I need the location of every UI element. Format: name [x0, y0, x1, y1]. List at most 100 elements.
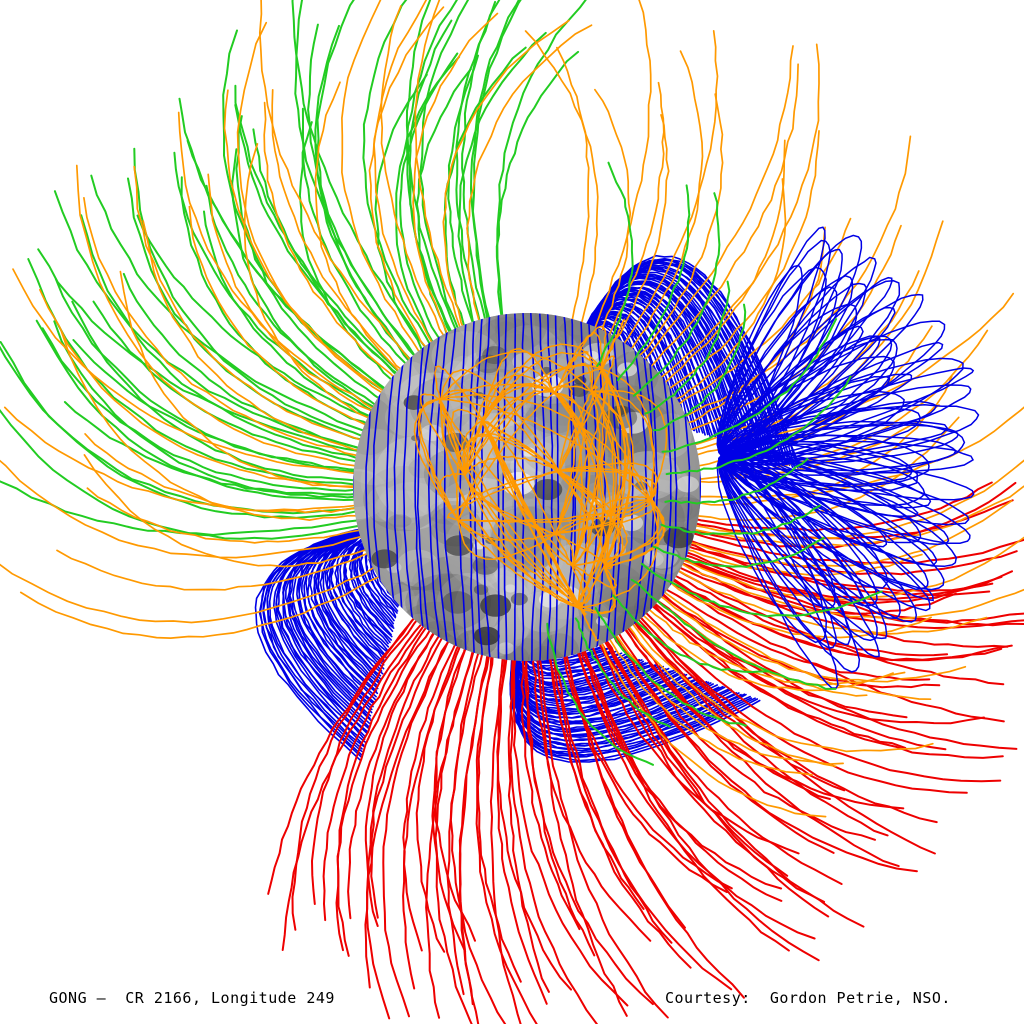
field-line-loop: [558, 470, 624, 568]
field-line-open: [92, 300, 392, 469]
field-line-open: [524, 30, 599, 355]
field-line-open: [471, 0, 522, 354]
field-line-open: [586, 611, 789, 877]
field-line-open: [613, 595, 846, 792]
field-line-open: [590, 610, 865, 928]
field-line-closed-loop: [716, 452, 828, 644]
field-line-open: [661, 318, 838, 453]
field-line-open: [657, 528, 1018, 576]
field-line-open: [638, 139, 786, 405]
field-line-closed-loop: [720, 433, 930, 488]
field-line-loop: [572, 563, 618, 589]
field-line-open: [599, 114, 670, 370]
field-line-open: [301, 107, 431, 390]
field-line-open: [53, 190, 393, 459]
field-line-open: [399, 52, 459, 371]
field-line-open: [236, 21, 412, 413]
field-line-open: [433, 615, 478, 942]
field-line-open: [585, 611, 827, 818]
field-line-open: [207, 173, 404, 428]
field-line-loop: [554, 392, 612, 610]
field-line-radial: [443, 313, 460, 661]
field-line-open: [507, 625, 550, 993]
field-line-closed-loop: [720, 276, 893, 457]
field-line-open: [630, 578, 837, 690]
field-line-open: [449, 620, 507, 1024]
field-line-radial: [594, 313, 607, 661]
field-line-open: [606, 598, 837, 768]
field-line-open: [644, 280, 731, 415]
field-line-open: [402, 613, 470, 952]
field-line-open: [636, 570, 932, 701]
field-line-open: [626, 63, 799, 393]
field-line-closed-loop: [716, 266, 827, 457]
field-line-loop: [464, 473, 556, 535]
field-line-open: [362, 0, 449, 374]
field-line-closed-loop: [720, 357, 964, 461]
field-line-loop: [482, 420, 606, 568]
field-line-open: [659, 523, 1024, 565]
field-line-open: [380, 5, 461, 367]
green-open-right: [546, 161, 883, 766]
field-line-open: [594, 607, 747, 727]
field-line-radial: [416, 313, 435, 661]
field-line-open: [27, 258, 389, 486]
field-line-open: [347, 602, 453, 920]
field-line-open: [86, 487, 394, 544]
field-line-radial: [480, 313, 493, 661]
field-line-open: [142, 220, 391, 458]
field-line-open: [0, 459, 394, 559]
field-line-open: [75, 164, 390, 470]
field-line-open: [19, 557, 409, 639]
field-line-open: [616, 184, 691, 382]
field-line-open: [596, 605, 844, 765]
orange-closed-disk-loops: [413, 317, 668, 642]
field-line-open: [37, 248, 392, 459]
field-line-open: [489, 624, 522, 1024]
field-line-loop: [439, 398, 581, 610]
field-line-loop: [603, 498, 665, 568]
field-line-open: [0, 341, 390, 519]
field-line-closed-loop: [720, 407, 921, 465]
field-line-radial: [458, 313, 468, 661]
field-line-open: [578, 614, 800, 855]
field-line-open: [83, 196, 393, 462]
field-line-open: [611, 50, 704, 379]
field-line-loop: [463, 374, 556, 475]
field-line-open: [633, 573, 1018, 750]
field-line-open: [291, 592, 438, 931]
field-line-open: [633, 43, 820, 401]
field-line-open: [466, 24, 593, 355]
field-line-loop: [482, 365, 556, 422]
field-line-open: [646, 555, 988, 635]
field-line-open: [495, 50, 580, 351]
field-line-radial: [538, 313, 546, 661]
field-line-open: [0, 550, 405, 624]
caption-right: Courtesy: Gordon Petrie, NSO.: [665, 989, 951, 1007]
field-line-open: [533, 625, 628, 1017]
field-line-loop: [457, 368, 602, 521]
field-line-open: [461, 0, 497, 353]
field-line-closed-loop: [717, 452, 836, 610]
field-lines-front: [353, 161, 883, 766]
field-line-open: [39, 288, 388, 488]
field-line-closed-loop: [718, 452, 878, 607]
field-line-open: [615, 593, 938, 824]
field-line-open: [136, 214, 402, 433]
field-line-loop: [439, 350, 593, 401]
field-line-open: [177, 111, 404, 424]
field-line-open: [336, 599, 446, 957]
field-line-open: [656, 500, 1013, 567]
field-line-open: [543, 624, 645, 910]
field-line-open: [235, 115, 408, 418]
field-line-closed: [297, 519, 421, 705]
field-line-open: [621, 588, 1002, 783]
field-line-open: [307, 23, 437, 384]
field-line-radial: [634, 313, 656, 661]
field-line-open: [644, 558, 949, 657]
field-line-open: [414, 0, 475, 359]
field-line-open: [512, 624, 629, 1007]
field-line-loop: [413, 397, 460, 522]
field-line-open: [627, 582, 1004, 759]
field-line-radial: [627, 313, 648, 661]
